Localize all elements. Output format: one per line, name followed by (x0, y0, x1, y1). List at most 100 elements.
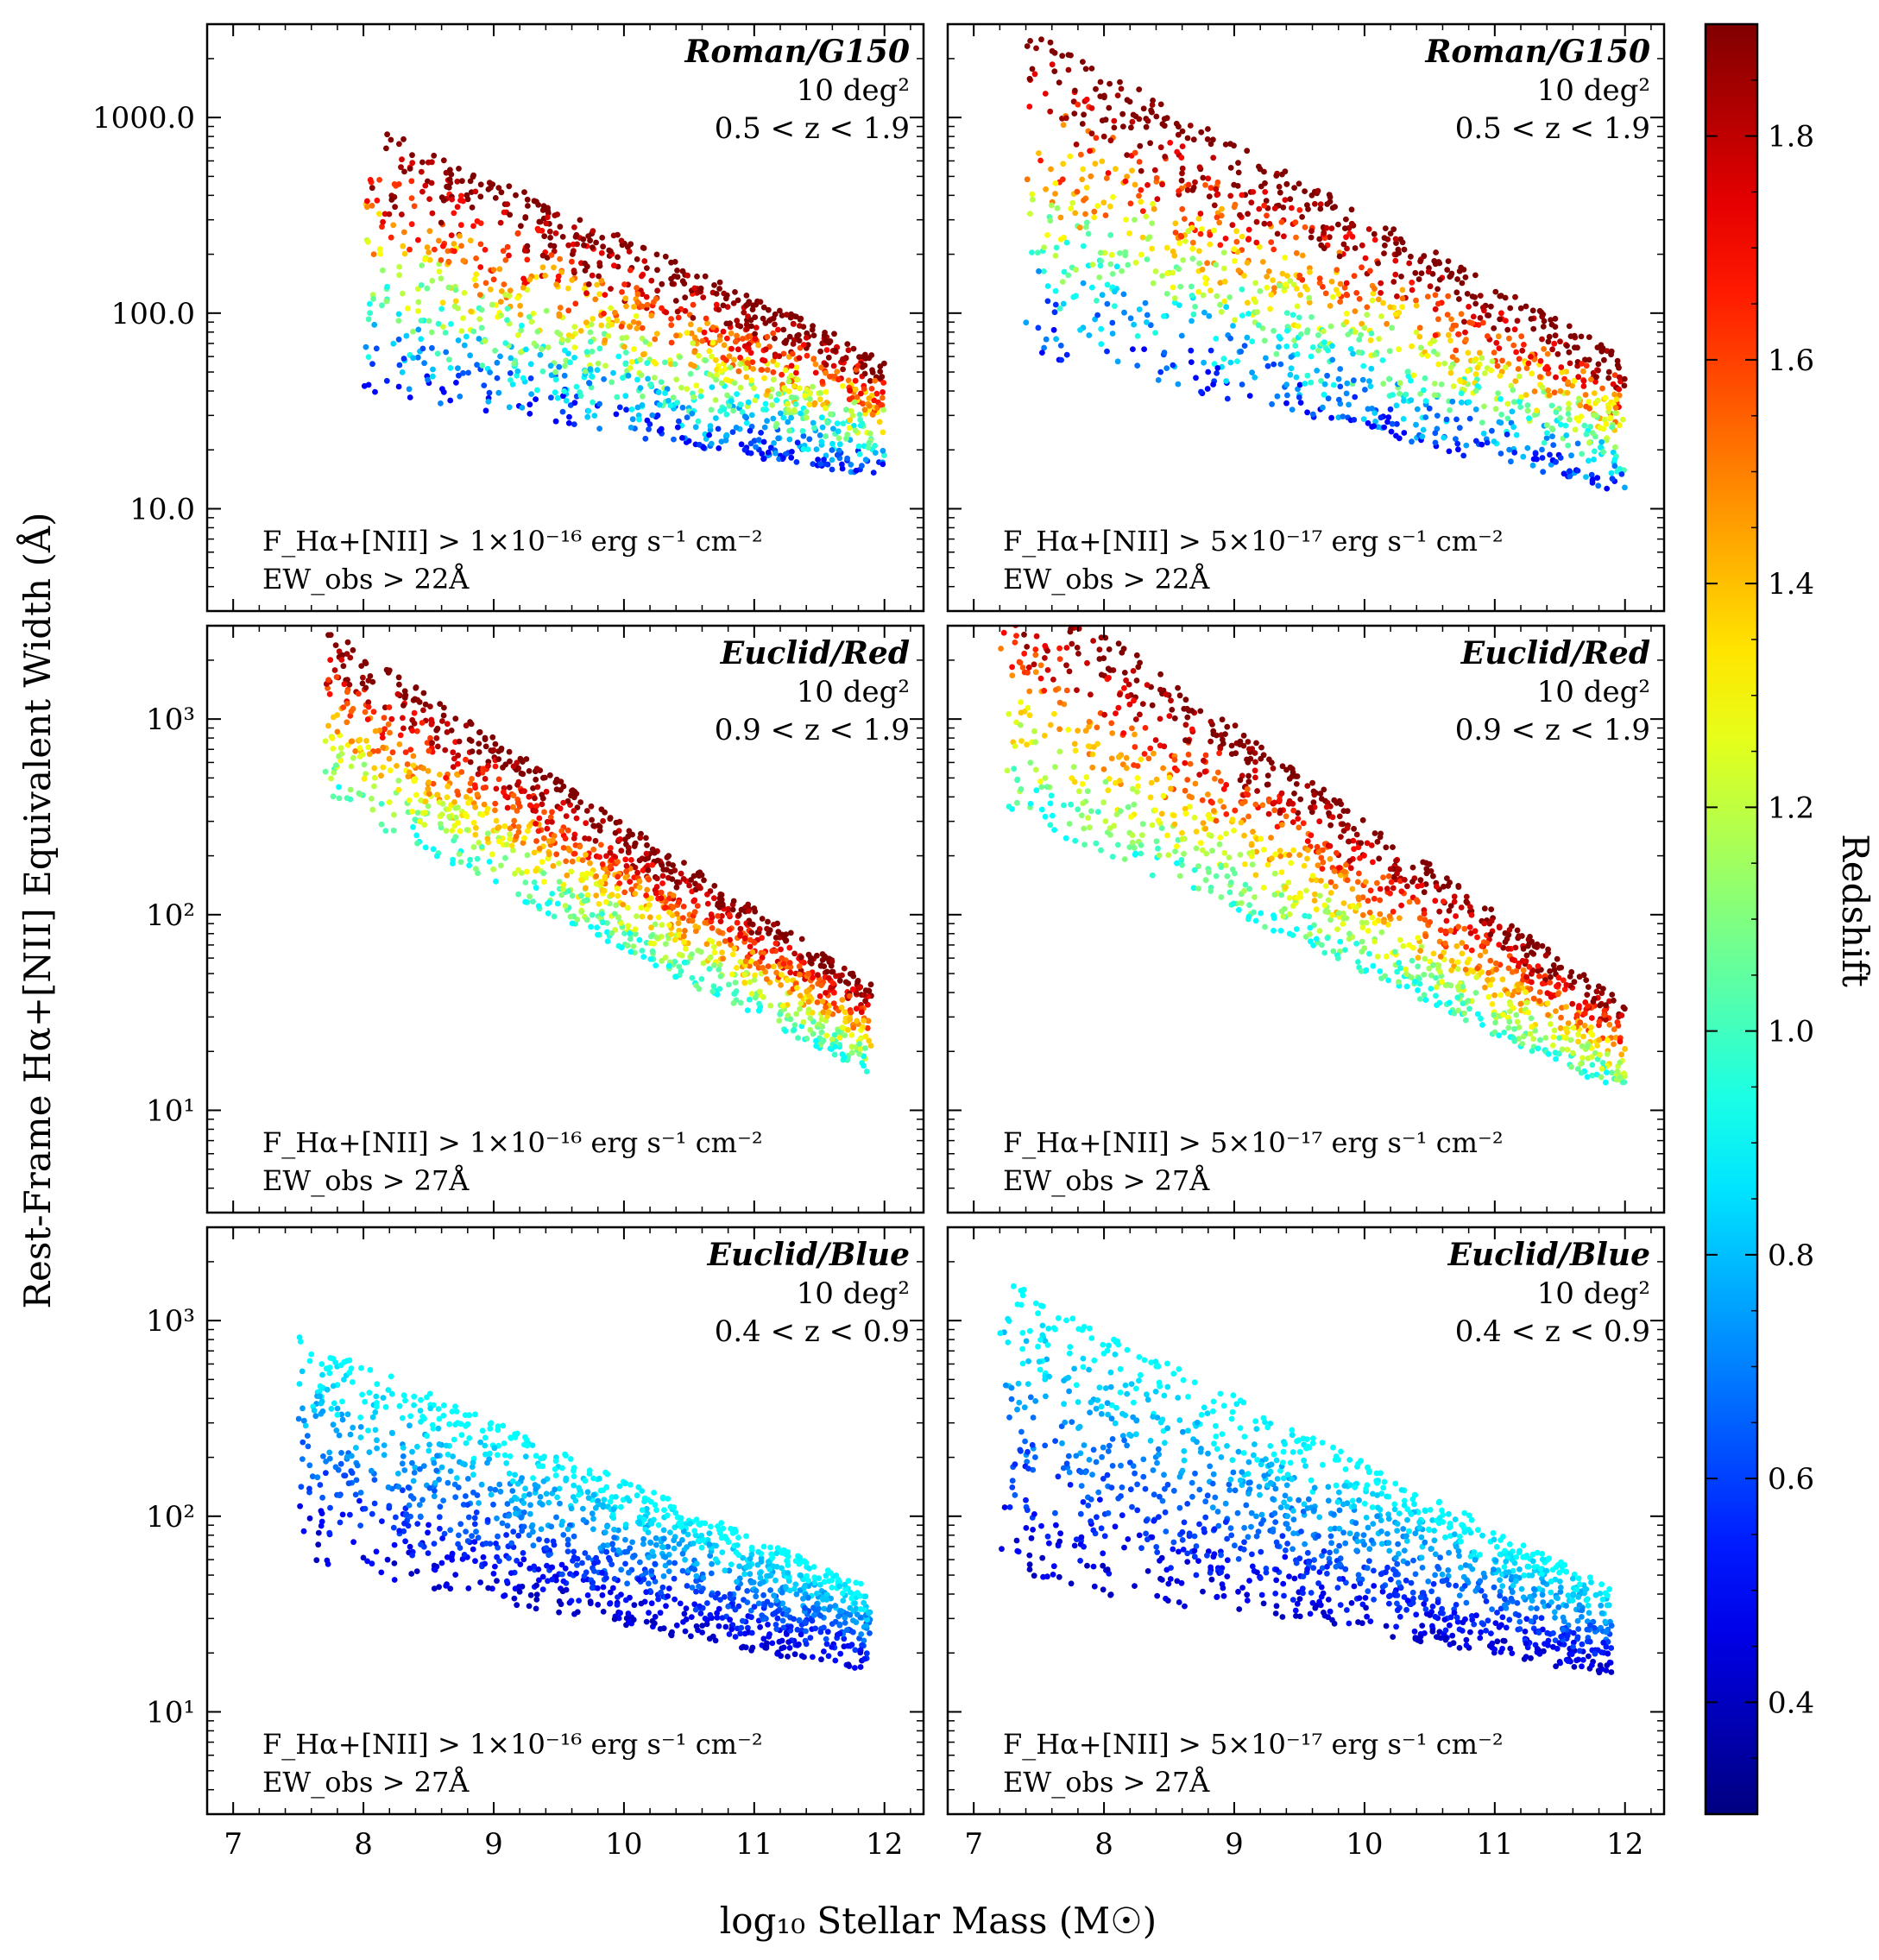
data-point (386, 704, 393, 710)
data-point (365, 381, 372, 388)
data-point (584, 892, 591, 898)
data-point (437, 772, 443, 778)
data-point (1254, 788, 1260, 794)
data-point (376, 177, 382, 183)
data-point (1469, 293, 1476, 299)
data-point (1232, 317, 1238, 324)
data-point (1386, 348, 1393, 355)
data-point (747, 996, 753, 1003)
data-point (1563, 369, 1570, 375)
data-point (399, 156, 405, 163)
data-point (1205, 175, 1212, 182)
data-point (788, 454, 795, 461)
data-point (697, 388, 704, 394)
panel-ew-criterion: EW_obs > 27Å (262, 1164, 470, 1197)
data-point (651, 849, 658, 856)
data-point (586, 380, 592, 386)
data-point (1605, 405, 1612, 412)
data-point (794, 439, 801, 446)
data-point (813, 446, 820, 452)
panel-ew-criterion: EW_obs > 22Å (262, 563, 470, 596)
data-point (722, 437, 729, 444)
data-point (465, 369, 471, 376)
data-point (796, 355, 803, 362)
data-point (1371, 286, 1378, 292)
data-point (1037, 662, 1044, 669)
data-point (751, 905, 758, 911)
data-point (608, 321, 615, 328)
data-point (1328, 278, 1335, 285)
data-point (473, 271, 480, 278)
data-point (1583, 403, 1589, 410)
data-point (426, 318, 432, 325)
data-point (835, 1029, 842, 1035)
data-point (507, 211, 514, 218)
data-point (615, 873, 621, 880)
data-point (673, 911, 680, 917)
y-tick-label: 1000.0 (92, 101, 195, 135)
data-point (659, 880, 665, 886)
data-point (1044, 232, 1050, 238)
data-point (654, 857, 661, 864)
data-point (1027, 38, 1033, 44)
data-point (549, 819, 555, 825)
data-point (1504, 415, 1511, 422)
data-point (645, 375, 651, 382)
data-point (648, 312, 655, 319)
data-point (565, 242, 572, 249)
data-point (391, 181, 398, 187)
data-point (1507, 305, 1514, 312)
data-point (482, 407, 489, 414)
data-point (646, 902, 653, 909)
data-point (1302, 283, 1308, 290)
data-point (552, 418, 559, 425)
data-point (1327, 822, 1334, 829)
data-point (760, 356, 766, 363)
data-point (1491, 325, 1498, 331)
data-point (1405, 373, 1412, 380)
data-point (1559, 1046, 1566, 1053)
data-point (1498, 310, 1504, 317)
data-point (562, 903, 569, 909)
data-point (770, 369, 777, 375)
data-point (482, 247, 489, 253)
data-point (543, 788, 550, 795)
data-point (1307, 268, 1313, 275)
data-point (411, 720, 418, 727)
data-point (506, 293, 513, 299)
data-point (527, 375, 534, 381)
data-point (568, 792, 574, 799)
data-point (1313, 936, 1320, 942)
data-point (1449, 354, 1456, 360)
data-point (1052, 252, 1059, 259)
data-point (846, 396, 853, 403)
data-point (1524, 402, 1531, 408)
data-point (1455, 446, 1461, 453)
data-point (639, 913, 646, 920)
data-point (1539, 942, 1546, 949)
data-point (1107, 137, 1114, 144)
data-point (1068, 801, 1074, 808)
data-point (1172, 220, 1179, 227)
data-point (1381, 250, 1387, 256)
data-point (1177, 232, 1184, 239)
data-point (829, 466, 835, 473)
data-point (539, 795, 546, 802)
data-point (800, 324, 807, 330)
data-point (751, 977, 758, 983)
data-point (862, 1033, 869, 1040)
data-point (1211, 202, 1218, 209)
data-point (1496, 942, 1503, 948)
data-point (798, 315, 804, 322)
data-point (1276, 282, 1283, 289)
panel-title: Roman/G150 (1424, 34, 1650, 70)
data-point (535, 903, 542, 910)
data-point (440, 243, 446, 249)
data-point (1552, 315, 1559, 322)
data-point (481, 801, 488, 808)
data-point (866, 440, 873, 446)
data-point (672, 298, 679, 304)
data-point (818, 1016, 825, 1023)
data-point (1616, 386, 1623, 393)
data-point (1113, 166, 1119, 173)
